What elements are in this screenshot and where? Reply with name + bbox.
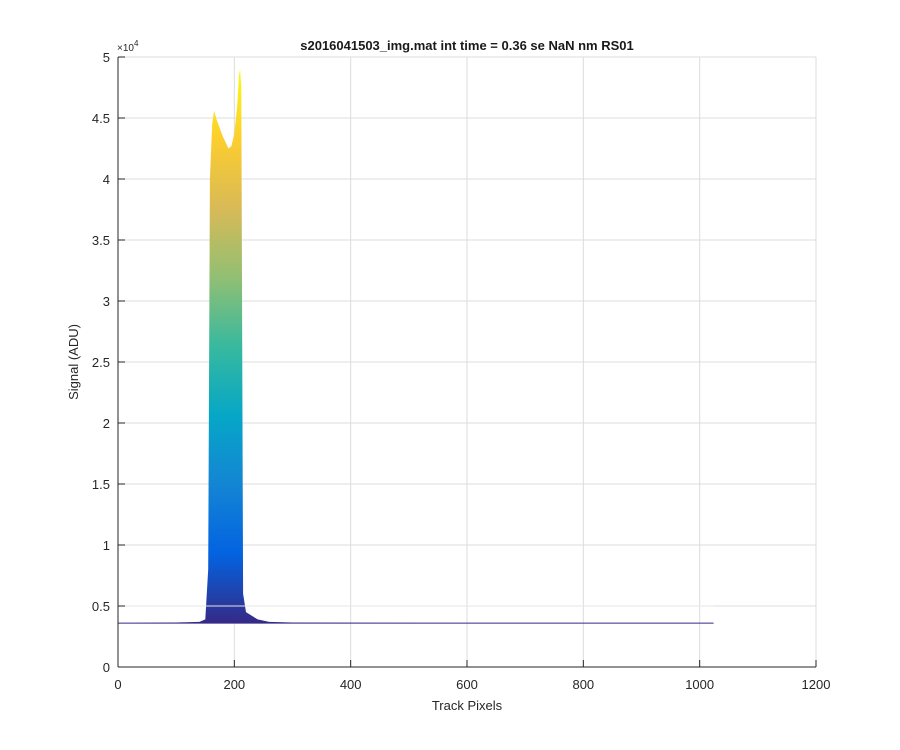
- x-tick-label: 800: [572, 677, 594, 692]
- signal-area: [118, 69, 714, 624]
- y-tick-label: 0: [103, 660, 110, 675]
- x-tick-label: 1000: [685, 677, 714, 692]
- y-tick-label: 3.5: [92, 233, 110, 248]
- x-tick-label: 600: [456, 677, 478, 692]
- y-axis-label: Signal (ADU): [66, 324, 81, 400]
- data-area: [118, 69, 714, 624]
- x-tick-label: 400: [340, 677, 362, 692]
- y-tick-label: 2.5: [92, 355, 110, 370]
- y-tick-label: 2: [103, 416, 110, 431]
- chart-title: s2016041503_img.mat int time = 0.36 se N…: [300, 38, 634, 53]
- x-tick-label: 0: [114, 677, 121, 692]
- y-tick-label: 1.5: [92, 477, 110, 492]
- y-tick-label: 3: [103, 294, 110, 309]
- x-axis-label: Track Pixels: [432, 698, 503, 713]
- y-tick-label: 4: [103, 172, 110, 187]
- x-tick-label: 200: [223, 677, 245, 692]
- axes: [117, 56, 817, 668]
- y-tick-label: 1: [103, 538, 110, 553]
- y-multiplier-exponent: 4: [134, 39, 139, 48]
- x-tick-label: 1200: [802, 677, 831, 692]
- y-axis-multiplier: ×104: [117, 39, 139, 54]
- y-multiplier-base: ×10: [117, 43, 134, 54]
- y-tick-label: 5: [103, 50, 110, 65]
- y-tick-label: 4.5: [92, 111, 110, 126]
- y-tick-label: 0.5: [92, 599, 110, 614]
- tick-labels: 0 200 400 600 800 1000 1200 0 0.5 1 1.5 2 2.5 3 3.5 4 4.…: [92, 50, 831, 692]
